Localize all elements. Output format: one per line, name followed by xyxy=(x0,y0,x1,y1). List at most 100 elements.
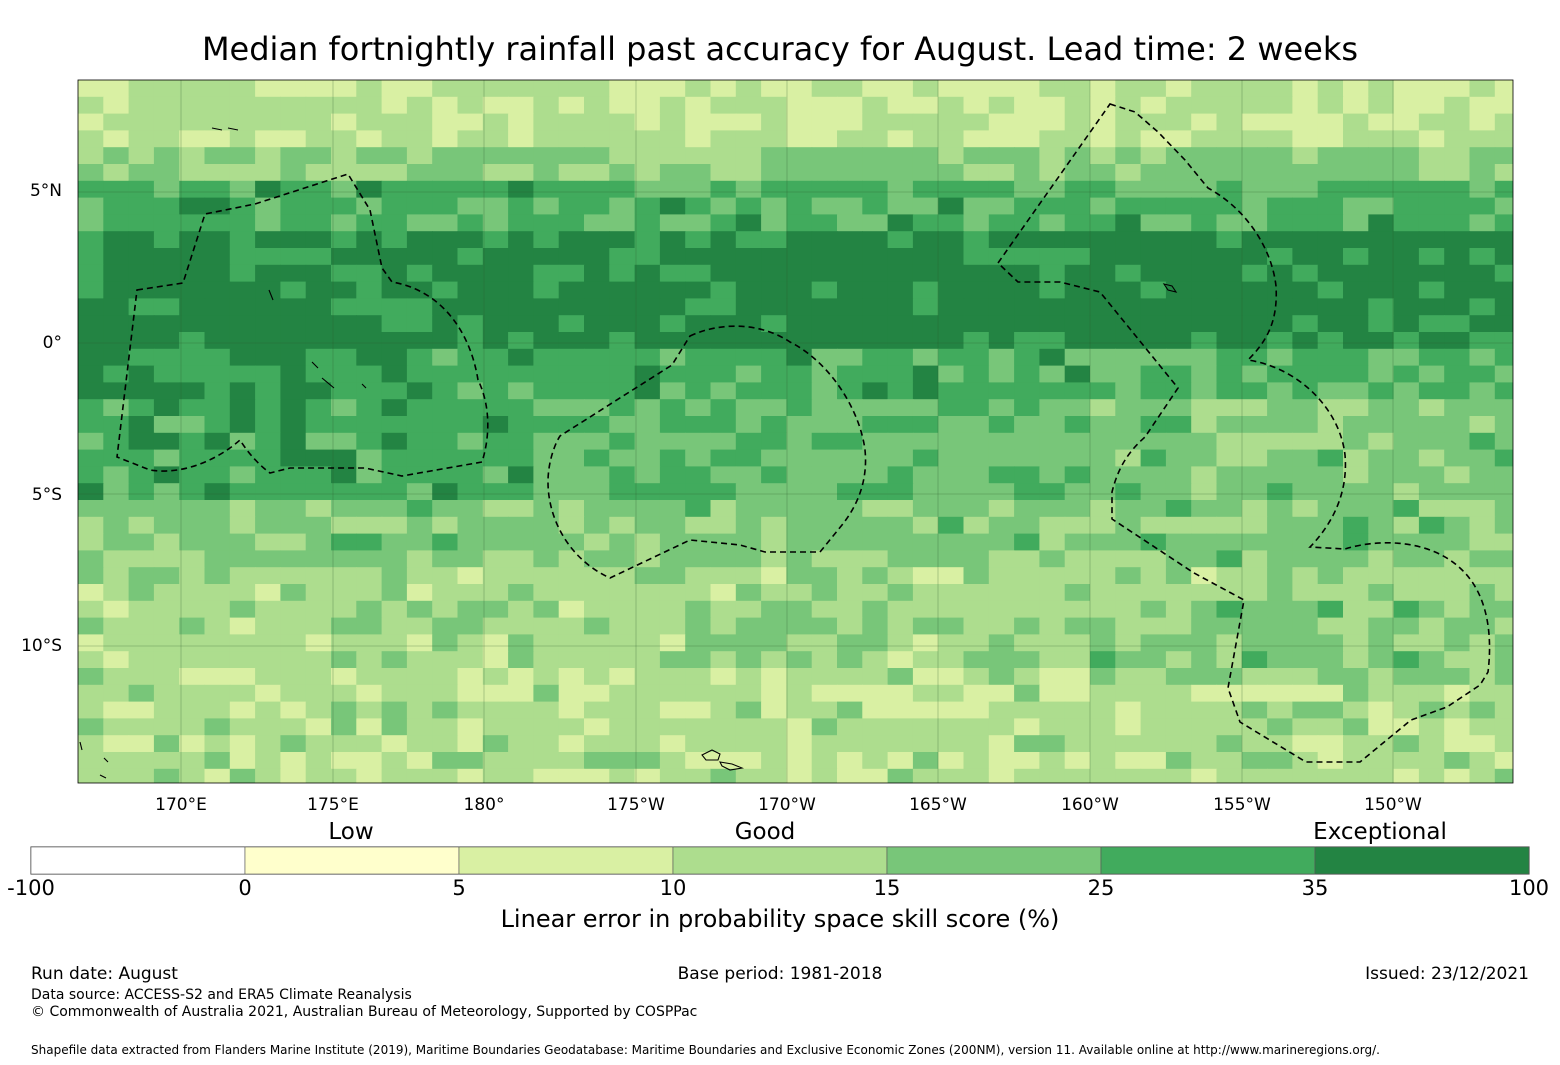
skill-cell xyxy=(432,348,459,367)
skill-cell xyxy=(912,80,939,98)
skill-cell xyxy=(229,617,256,635)
skill-cell xyxy=(912,197,939,215)
skill-cell xyxy=(331,668,357,686)
skill-cell xyxy=(1140,432,1167,451)
skill-cell xyxy=(887,147,914,165)
skill-cell xyxy=(78,315,104,333)
skill-cell xyxy=(558,584,585,602)
skill-cell xyxy=(1368,617,1395,635)
skill-cell xyxy=(280,516,307,535)
skill-cell xyxy=(1292,214,1319,232)
skill-cell xyxy=(128,315,155,333)
skill-cell xyxy=(837,164,863,182)
skill-cell xyxy=(1494,684,1513,703)
skill-cell xyxy=(1064,197,1091,215)
skill-cell xyxy=(887,768,914,783)
skill-cell xyxy=(1494,80,1513,98)
skill-cell xyxy=(735,298,762,316)
skill-cell xyxy=(457,180,484,199)
skill-cell xyxy=(761,617,787,635)
skill-cell xyxy=(128,651,155,669)
skill-cell xyxy=(153,231,180,249)
skill-cell xyxy=(482,197,509,215)
skill-cell xyxy=(735,96,762,115)
skill-cell xyxy=(204,382,231,400)
skill-cell xyxy=(305,701,332,719)
skill-cell xyxy=(508,80,534,98)
colorbar-tick-label: 0 xyxy=(238,876,252,900)
skill-cell xyxy=(204,466,231,484)
skill-cell xyxy=(786,567,813,585)
skill-cell xyxy=(786,416,813,434)
skill-cell xyxy=(609,365,636,383)
skill-cell xyxy=(584,332,610,350)
skill-cell xyxy=(609,248,636,266)
skill-cell xyxy=(1039,768,1066,783)
skill-cell xyxy=(1267,298,1293,316)
skill-cell xyxy=(482,315,509,333)
skill-cell xyxy=(558,365,585,383)
skill-cell xyxy=(1368,113,1395,131)
skill-cell xyxy=(457,147,484,165)
skill-cell xyxy=(1014,768,1040,783)
skill-cell xyxy=(78,516,104,535)
skill-cell xyxy=(1064,399,1091,417)
skill-cell xyxy=(811,382,838,400)
skill-cell xyxy=(786,96,813,115)
lon-label-180: 180° xyxy=(463,795,505,815)
skill-cell xyxy=(78,399,104,417)
skill-cell xyxy=(710,332,737,350)
skill-cell xyxy=(1444,113,1471,131)
skill-cell xyxy=(710,281,737,299)
skill-cell xyxy=(153,80,180,98)
skill-cell xyxy=(988,768,1015,783)
skill-cell xyxy=(1064,298,1091,316)
skill-cell xyxy=(963,231,990,249)
skill-cell xyxy=(1494,584,1513,602)
skill-cell xyxy=(1469,416,1496,434)
skill-cell xyxy=(1444,432,1471,451)
skill-cell xyxy=(406,718,433,736)
skill-cell xyxy=(78,466,104,484)
skill-cell xyxy=(1140,113,1167,131)
skill-cell xyxy=(406,516,433,535)
skill-cell xyxy=(1140,130,1167,148)
skill-cell xyxy=(761,483,787,501)
skill-cell xyxy=(811,130,838,148)
skill-cell xyxy=(887,231,914,249)
skill-cell xyxy=(659,617,686,635)
skill-cell xyxy=(78,668,104,686)
skill-cell xyxy=(659,584,686,602)
skill-cell xyxy=(837,214,863,232)
skill-cell xyxy=(1418,130,1445,148)
island-atoll-a xyxy=(268,289,367,389)
skill-cell xyxy=(1317,382,1344,400)
skill-cell xyxy=(1090,416,1116,434)
skill-cell xyxy=(558,668,585,686)
skill-cell xyxy=(331,80,357,98)
skill-cell xyxy=(862,113,889,131)
skill-cell xyxy=(305,416,332,434)
skill-cell xyxy=(1191,399,1218,417)
skill-cell xyxy=(508,365,534,383)
skill-cell xyxy=(634,752,661,770)
skill-cell xyxy=(938,399,965,417)
skill-cell xyxy=(1494,382,1513,400)
skill-cell xyxy=(179,617,206,635)
skill-cell xyxy=(837,466,863,484)
skill-cell xyxy=(331,147,357,165)
skill-cell xyxy=(837,516,863,535)
skill-cell xyxy=(1317,701,1344,719)
skill-cell xyxy=(685,634,712,652)
skill-cell xyxy=(1444,348,1471,367)
skill-cell xyxy=(761,130,787,148)
skill-cell xyxy=(1064,668,1091,686)
skill-cell xyxy=(1241,231,1268,249)
skill-cell xyxy=(1241,651,1268,669)
skill-cell xyxy=(710,264,737,283)
skill-cell xyxy=(609,231,636,249)
skill-cell xyxy=(204,516,231,535)
skill-cell xyxy=(1469,483,1496,501)
skill-cell xyxy=(1090,432,1116,451)
skill-cell xyxy=(1039,516,1066,535)
